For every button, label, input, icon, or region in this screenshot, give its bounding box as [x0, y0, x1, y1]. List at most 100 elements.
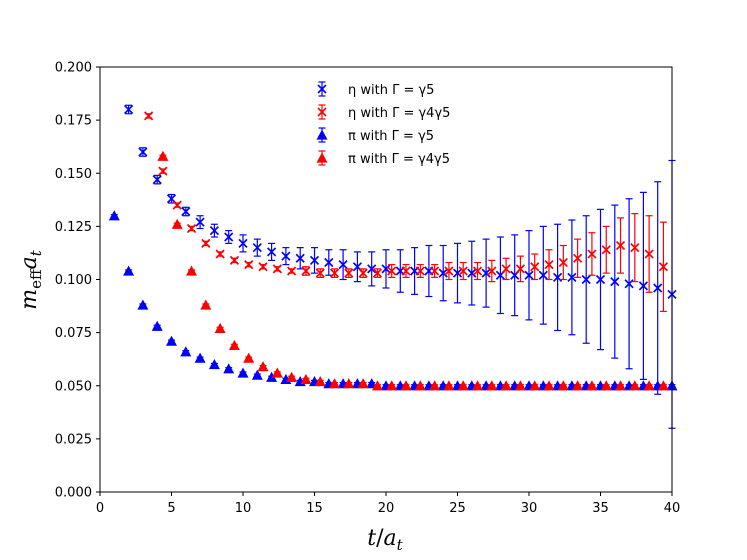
data-point: [229, 255, 239, 265]
data-point: [257, 361, 269, 372]
data-point: [314, 376, 326, 387]
legend-label: π with Γ = γ4γ5: [348, 152, 450, 167]
legend-entry: η with Γ = γ4γ5: [317, 104, 450, 121]
data-point: [514, 380, 526, 391]
data-point: [610, 204, 620, 359]
data-point: [467, 240, 477, 306]
data-point: [124, 104, 134, 115]
y-tick-label: 0.075: [55, 326, 92, 341]
data-point: [301, 266, 311, 276]
data-point: [358, 268, 368, 278]
data-point: [243, 352, 255, 363]
legend-marker: [317, 104, 327, 120]
data-point: [601, 225, 611, 274]
data-point: [200, 299, 212, 310]
data-point: [530, 253, 540, 281]
data-point: [287, 266, 297, 276]
data-point: [414, 380, 426, 391]
data-point: [615, 380, 627, 391]
data-point: [572, 380, 584, 391]
data-point: [214, 322, 226, 334]
data-point: [108, 210, 120, 221]
data-point: [472, 261, 483, 281]
y-tick-label: 0.200: [55, 61, 92, 76]
data-point: [657, 380, 669, 391]
data-point: [429, 380, 441, 391]
data-point: [286, 371, 298, 382]
legend-label: η with Γ = γ5: [348, 83, 434, 98]
axes: 0 5 10 15 20 25 30 35 40 0.000 0.025 0.050 0.075 0.10…: [55, 61, 680, 517]
data-point: [171, 218, 183, 229]
data-point: [151, 320, 163, 331]
data-point: [581, 215, 591, 344]
data-point: [400, 380, 412, 391]
data-point: [486, 380, 498, 391]
data-point: [272, 264, 282, 274]
data-point: [487, 259, 497, 283]
data-point: [587, 232, 597, 276]
data-point: [595, 208, 606, 351]
data-point: [138, 147, 148, 157]
data-marks: [108, 104, 678, 429]
data-point: [586, 380, 598, 391]
legend-entry: η with Γ = γ5: [317, 81, 434, 98]
data-point: [281, 247, 291, 266]
data-point: [500, 380, 512, 391]
data-point: [444, 261, 454, 281]
data-point: [538, 225, 548, 325]
data-point: [515, 255, 525, 283]
legend-entry: π with Γ = γ5: [316, 127, 434, 144]
x-tick-label: 10: [235, 501, 252, 516]
data-point: [223, 363, 235, 374]
data-point: [251, 369, 263, 380]
x-tick-label: 30: [521, 501, 538, 516]
x-tick-label: 40: [664, 501, 681, 516]
data-point: [415, 264, 425, 278]
legend-marker: [317, 81, 327, 97]
legend-entry: π with Γ = γ4γ5: [316, 150, 450, 167]
legend-label: η with Γ = γ4γ5: [348, 106, 450, 121]
data-point: [357, 378, 369, 389]
data-point: [381, 249, 391, 289]
x-tick-label: 5: [167, 501, 175, 516]
data-point: [123, 265, 135, 276]
data-point: [315, 268, 325, 278]
data-point: [452, 242, 463, 304]
x-tick-label: 20: [378, 501, 395, 516]
data-point: [172, 200, 182, 210]
data-point: [472, 380, 484, 391]
data-point: [195, 215, 205, 230]
y-tick-label: 0.125: [55, 220, 92, 235]
data-point: [258, 262, 268, 272]
y-tick-label: 0.000: [55, 486, 92, 501]
data-point: [252, 238, 262, 257]
data-point: [387, 264, 397, 278]
data-point: [295, 247, 305, 270]
data-point: [644, 215, 654, 293]
y-axis-label: meffat: [17, 249, 45, 310]
data-point: [157, 150, 169, 161]
data-point: [372, 268, 382, 278]
data-point: [371, 380, 383, 391]
data-point: [158, 166, 168, 176]
data-point: [401, 264, 411, 278]
data-point: [271, 367, 283, 378]
data-point: [573, 238, 583, 278]
data-point: [180, 346, 192, 357]
data-point: [309, 247, 320, 274]
data-point: [208, 359, 220, 370]
y-tick-label: 0.025: [55, 432, 92, 447]
x-tick-label: 25: [449, 501, 466, 516]
data-point: [410, 247, 420, 295]
data-point: [209, 223, 219, 238]
data-point: [194, 352, 206, 363]
data-point: [430, 264, 440, 278]
data-point: [615, 217, 626, 274]
data-point: [224, 230, 234, 244]
data-point: [137, 299, 149, 310]
data-point: [215, 249, 225, 259]
y-tick-label: 0.175: [55, 114, 92, 129]
data-point: [630, 213, 640, 283]
